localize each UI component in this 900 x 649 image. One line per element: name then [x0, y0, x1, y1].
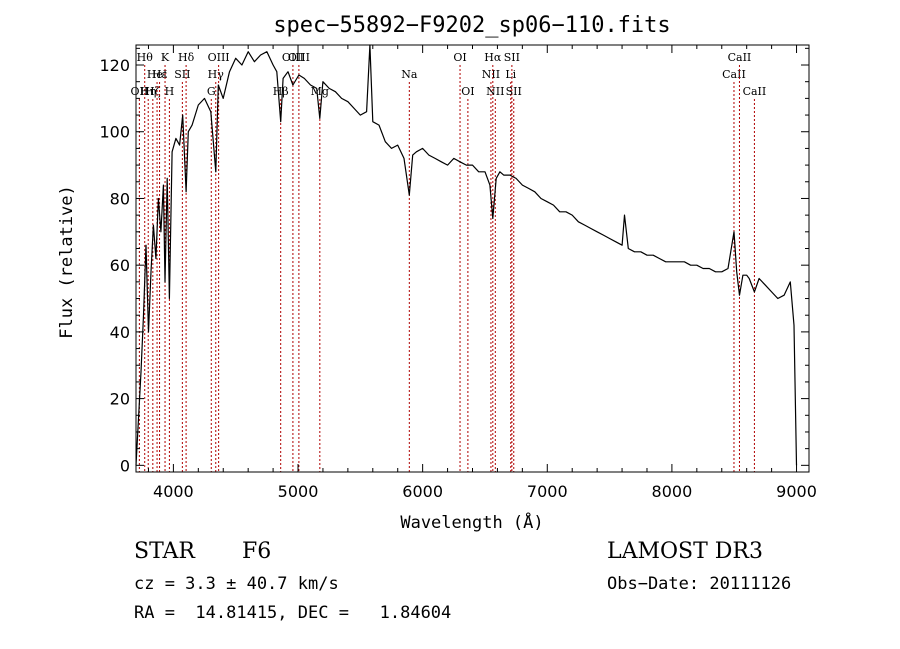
series-line [135, 44, 798, 466]
line-marker-label: Hθ [137, 51, 154, 64]
velocity-readout: cz = 3.3 ± 40.7 km/s [134, 574, 339, 594]
object-type: STAR [134, 539, 195, 564]
line-marker-label: NII [482, 68, 500, 81]
spectral-subclass: F6 [242, 539, 272, 564]
line-marker-label: HeI [147, 68, 167, 81]
line-marker-label: G [207, 85, 216, 98]
x-axis-ticks: 4000 5000 6000 7000 8000 9000 [147, 45, 817, 501]
line-marker-label: CaII [722, 68, 746, 81]
line-marker-label: OII [131, 85, 149, 98]
line-marker-label: Hε [152, 68, 168, 81]
series-group [135, 44, 798, 466]
y-tick-label: 120 [99, 56, 130, 75]
line-marker-label: Hη [140, 85, 156, 98]
line-marker-label: OI [453, 51, 466, 64]
x-tick-label: 8000 [652, 482, 693, 501]
line-marker-label: NII [486, 85, 504, 98]
y-tick-label: 80 [110, 189, 130, 208]
y-axis-ticks: 0 20 40 60 80 100 120 [99, 47, 809, 475]
line-marker-label: H [165, 85, 175, 98]
x-tick-label: 9000 [776, 482, 817, 501]
line-marker-label: SII [504, 51, 520, 64]
coordinates-readout: RA = 14.81415, DEC = 1.84604 [134, 603, 452, 623]
line-marker-label: OIII [282, 51, 304, 64]
y-axis-label: Flux (relative) [57, 185, 77, 339]
survey-name: LAMOST DR3 [607, 539, 763, 564]
x-tick-label: 4000 [153, 482, 194, 501]
y-tick-label: 60 [110, 256, 130, 275]
line-marker-label: Hδ [178, 51, 195, 64]
y-tick-label: 40 [110, 323, 130, 342]
y-tick-label: 20 [110, 390, 130, 409]
x-axis-label: Wavelength (Å) [400, 511, 543, 533]
line-marker-label: Na [401, 68, 418, 81]
line-marker-label: OI [461, 85, 474, 98]
line-marker-label: SII [174, 68, 190, 81]
x-tick-label: 5000 [278, 482, 319, 501]
line-marker-label: Hβ [273, 85, 289, 98]
line-marker-label: Li [505, 68, 516, 81]
line-marker-label: CaII [728, 51, 752, 64]
line-marker-label: Hζ [145, 85, 161, 98]
y-tick-label: 100 [99, 123, 130, 142]
x-tick-label: 6000 [402, 482, 443, 501]
y-tick-label: 0 [120, 456, 130, 475]
line-marker-label: Hγ [208, 68, 225, 81]
x-tick-label: 7000 [527, 482, 568, 501]
line-marker-label: Hα [484, 51, 502, 64]
line-marker-group: OIIHθHηHζHeIHεKHSIIHδGHγOIIIHβOIIIOIIIMg… [131, 51, 767, 472]
plot-frame [135, 44, 810, 473]
line-marker-label: OIII [288, 51, 310, 64]
observation-date: Obs−Date: 20111126 [607, 574, 792, 594]
chart-title: spec−55892−F9202_sp06−110.fits [273, 13, 670, 38]
line-marker-label: OIII [208, 51, 230, 64]
line-marker-label: K [161, 51, 170, 64]
line-marker-label: CaII [743, 85, 767, 98]
line-marker-label: SII [506, 85, 522, 98]
